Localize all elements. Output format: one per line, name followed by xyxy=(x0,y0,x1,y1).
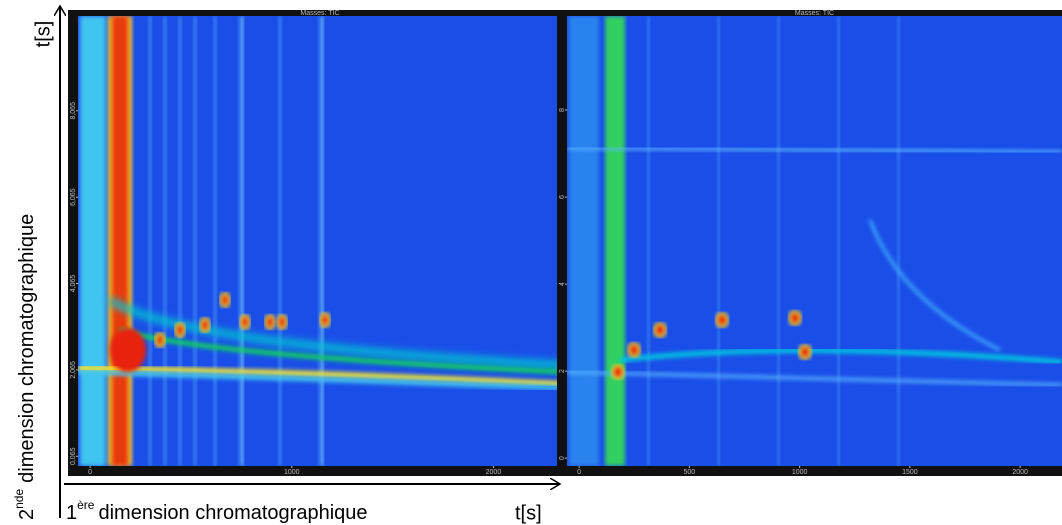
y-tick-label: 2,065 xyxy=(70,361,77,379)
x-axis-label: 1ère dimension chromatographique xyxy=(66,498,368,524)
panel-title: Masses: TIC xyxy=(795,10,834,17)
streak xyxy=(837,16,840,466)
blob xyxy=(715,312,729,328)
streak xyxy=(717,16,720,466)
blob xyxy=(219,292,231,308)
y-unit: t[s] xyxy=(32,21,54,48)
heatmap-features xyxy=(78,16,562,466)
x-tick-label: 1000 xyxy=(792,469,808,476)
x-label-sup: ère xyxy=(77,498,95,512)
y-axis-label: 2nde dimension chromatographique xyxy=(12,214,38,520)
streak xyxy=(278,16,282,466)
blob xyxy=(788,310,802,326)
y-tick-label: 4 xyxy=(559,282,566,286)
y-tick-label: 2 xyxy=(559,369,566,373)
heatmap-panel: Masses: TIC 0 1000 2000 0,065 2,065 4,065 6,065… xyxy=(68,10,562,476)
blob xyxy=(276,314,288,330)
streak xyxy=(112,16,128,466)
blob xyxy=(627,342,641,358)
x-unit: t[s] xyxy=(515,502,542,524)
y-tick-label: 8 xyxy=(559,108,566,112)
blob xyxy=(611,364,625,380)
x-tick-label: 2000 xyxy=(486,469,502,476)
y-tick-label: 0,065 xyxy=(70,447,77,465)
blob xyxy=(264,314,276,330)
x-axis-bar xyxy=(78,466,562,476)
streak xyxy=(569,16,599,466)
y-label-num: 2 xyxy=(16,509,38,520)
x-label-num: 1 xyxy=(66,502,77,524)
streak xyxy=(238,16,242,466)
y-tick-label: 0 xyxy=(559,456,566,460)
streak xyxy=(777,16,780,466)
streak xyxy=(241,16,244,466)
y-label-text: dimension chromatographique xyxy=(16,214,38,483)
blob xyxy=(319,312,331,328)
streak xyxy=(178,16,182,466)
blob xyxy=(110,328,146,372)
heatmap-bg xyxy=(567,16,1062,466)
band xyxy=(78,369,562,391)
x-tick-label: 0 xyxy=(88,469,92,476)
streak xyxy=(193,16,197,466)
x-label-text: dimension chromatographique xyxy=(98,502,367,524)
y-label-sup: nde xyxy=(12,489,26,509)
blob xyxy=(239,314,251,330)
curve xyxy=(868,219,1001,352)
curve xyxy=(619,347,1062,365)
y-tick-label: 4,065 xyxy=(70,275,77,293)
y-tick-label: 6,065 xyxy=(70,188,77,206)
streak xyxy=(318,16,322,466)
title-bar xyxy=(78,10,562,16)
x-tick-label: 500 xyxy=(684,469,696,476)
x-tick-label: 1000 xyxy=(284,469,300,476)
blob xyxy=(798,344,812,360)
streak xyxy=(213,16,217,466)
streak xyxy=(897,16,900,466)
title-bar xyxy=(567,10,1062,16)
streak xyxy=(605,16,625,466)
streak xyxy=(80,16,106,466)
blob xyxy=(154,332,166,348)
x-tick-label: 2000 xyxy=(1012,469,1028,476)
blob xyxy=(199,317,211,333)
blob xyxy=(174,322,186,338)
band xyxy=(567,146,1062,154)
streak xyxy=(321,16,324,466)
blob xyxy=(653,322,667,338)
band xyxy=(78,365,562,387)
y-axis-bar xyxy=(557,10,567,476)
curve xyxy=(119,327,562,375)
panel-title: Masses: TIC xyxy=(300,10,339,17)
y-tick-label: 6 xyxy=(559,195,566,199)
x-axis-bar xyxy=(567,466,1062,476)
heatmap-panel: Masses: TIC 0 500 1000 1500 2000 0 2 4 6 8 xyxy=(557,10,1062,476)
x-tick-label: 0 xyxy=(577,469,581,476)
curve xyxy=(108,297,562,369)
heatmap-features xyxy=(567,16,1062,466)
streak xyxy=(148,16,152,466)
x-tick-label: 1500 xyxy=(902,469,918,476)
streak xyxy=(647,16,650,466)
y-axis-bar xyxy=(68,10,78,476)
streak xyxy=(163,16,167,466)
band xyxy=(567,370,1062,387)
panels: Masses: TIC 0 1000 2000 0,065 2,065 4,065 6,065… xyxy=(68,10,1062,476)
y-tick-label: 8,065 xyxy=(70,102,77,120)
